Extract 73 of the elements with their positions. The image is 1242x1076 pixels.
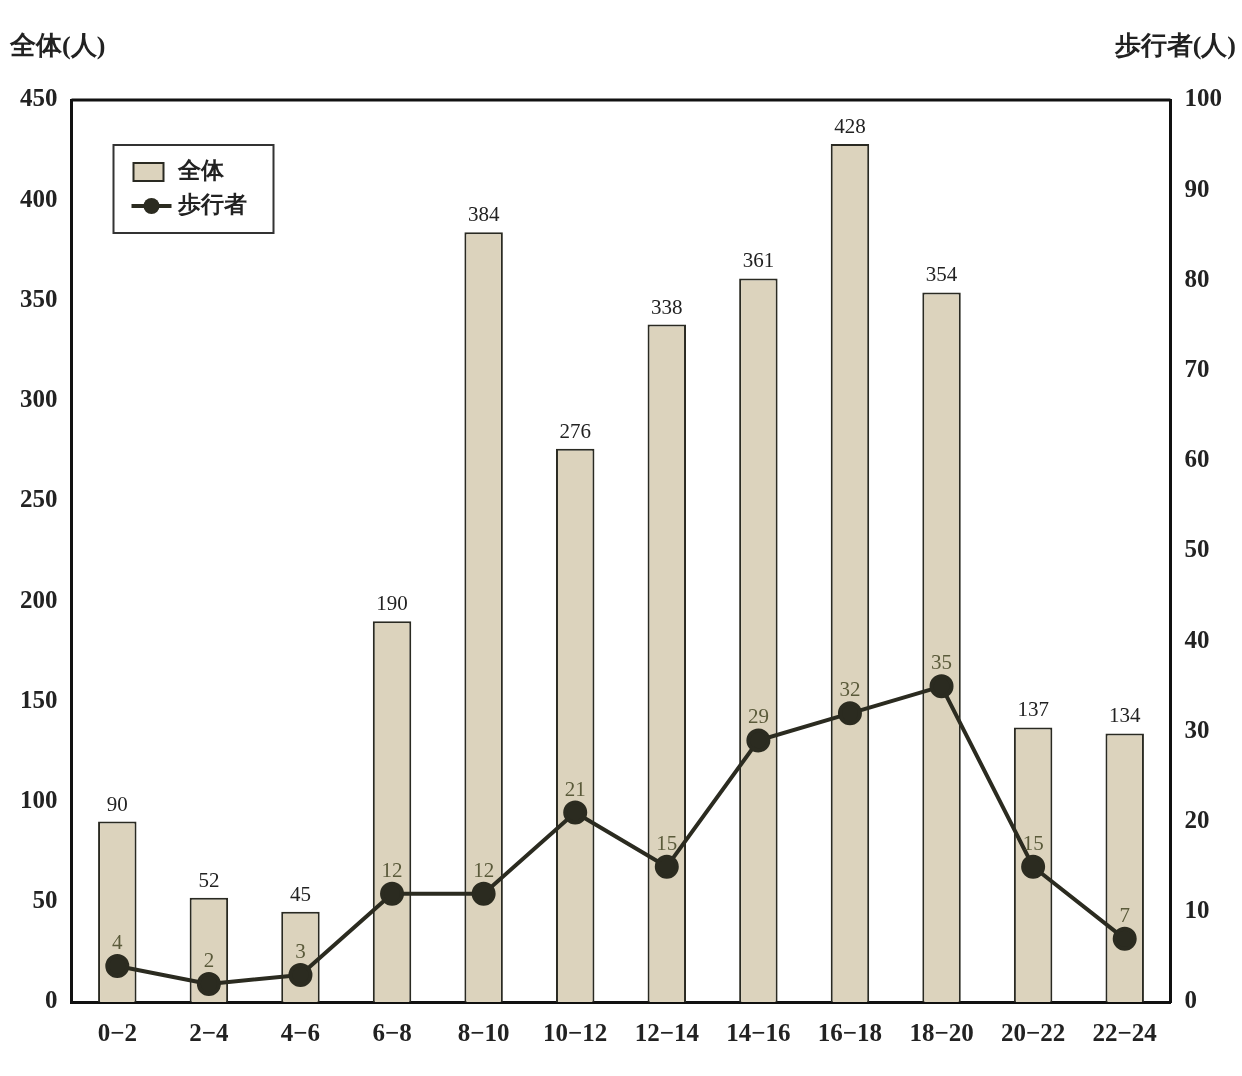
data-label: 29 [747,704,769,729]
data-label: 21 [564,776,586,801]
data-label: 428 [834,114,866,139]
data-label: 137 [1017,697,1049,722]
y2-tick-label: 50 [1184,535,1210,563]
data-label: 15 [656,830,678,855]
y2-tick-label: 90 [1184,174,1210,202]
x-tick-label: 10−12 [543,1019,608,1047]
data-label: 384 [467,202,500,227]
x-tick-label: 2−4 [189,1019,229,1047]
y-tick-label: 50 [32,886,58,914]
data-label: 32 [839,677,861,702]
x-tick-label: 0−2 [97,1019,137,1047]
x-tick-label: 20−22 [1001,1019,1066,1047]
data-label: 15 [1022,830,1044,855]
data-label: 338 [651,294,683,319]
x-tick-label: 16−18 [817,1019,883,1047]
data-label: 4 [112,929,124,954]
point [746,728,771,753]
y2-tick-label: 60 [1184,445,1210,473]
point [563,800,588,825]
point [837,701,862,726]
y-tick-label: 0 [45,986,58,1014]
data-label: 12 [381,857,403,882]
data-label: 52 [198,867,220,892]
y2-tick-label: 10 [1184,896,1210,924]
legend-label: 歩行者 [176,191,247,217]
data-label: 276 [559,418,591,443]
y-tick-label: 100 [20,786,58,814]
data-label: 361 [742,248,775,273]
y-tick-label: 200 [20,585,58,613]
y2-tick-label: 80 [1184,264,1210,292]
y-tick-label: 150 [20,685,58,713]
y2-tick-label: 20 [1184,806,1210,834]
x-tick-label: 8−10 [457,1019,510,1047]
point [1112,926,1137,951]
y2-axis-title: 歩行者(人) [1113,30,1236,60]
data-label: 134 [1108,703,1141,728]
data-label: 190 [376,591,408,616]
data-label: 90 [106,791,128,816]
x-tick-label: 4−6 [280,1019,321,1047]
point [380,881,405,906]
point [471,881,496,906]
y-tick-label: 250 [20,485,58,513]
y2-tick-label: 0 [1184,986,1197,1014]
data-label: 7 [1119,902,1130,927]
y2-tick-label: 100 [1184,84,1222,112]
y2-tick-label: 30 [1184,715,1210,743]
data-label: 45 [289,881,311,906]
y2-tick-label: 70 [1184,355,1210,383]
data-label: 12 [473,857,495,882]
x-tick-label: 22−24 [1092,1019,1158,1047]
legend-label: 全体 [176,157,225,183]
data-label: 3 [295,938,306,963]
point [196,971,221,996]
x-tick-label: 18−20 [909,1019,974,1047]
x-tick-label: 6−8 [372,1019,412,1047]
point [105,953,130,978]
point [929,674,954,699]
data-label: 354 [925,262,958,287]
point [1021,854,1046,879]
point [288,962,313,987]
y-tick-label: 450 [20,84,58,112]
data-label: 2 [203,947,215,972]
y-tick-label: 400 [20,184,58,212]
x-tick-label: 14−16 [726,1019,791,1047]
data-label: 35 [931,650,953,675]
y-tick-label: 300 [20,385,58,413]
x-tick-label: 12−14 [634,1019,700,1047]
y-axis-title: 全体(人) [9,30,106,60]
y-tick-label: 350 [20,284,58,312]
y2-tick-label: 40 [1184,625,1210,653]
point [654,854,679,879]
